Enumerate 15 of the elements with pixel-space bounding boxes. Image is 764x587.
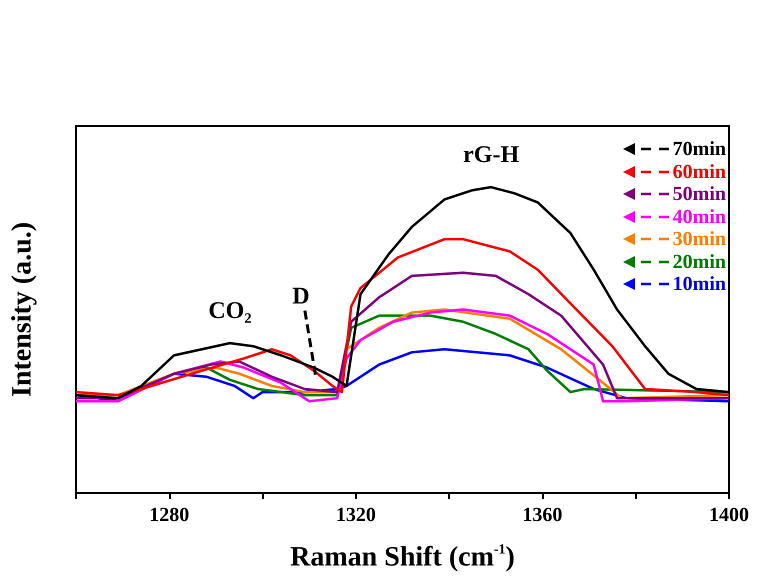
legend-label: 60min [672, 160, 726, 183]
legend-label: 30min [672, 228, 726, 250]
annotation: CO₂ [208, 298, 252, 324]
x-tick-label: 1320 [336, 504, 376, 526]
legend-label: 50min [672, 183, 726, 206]
legend-label: 40min [672, 206, 726, 228]
legend-label: 10min [672, 273, 726, 296]
x-tick-label: 1280 [149, 504, 190, 526]
legend-label: 70min [672, 138, 726, 160]
legend-label: 20min [672, 250, 726, 273]
y-axis-title: Intensity (a.u.) [6, 222, 38, 398]
x-tick-label: 1400 [709, 504, 749, 526]
annotation: D [292, 284, 310, 310]
x-tick-label: 1360 [522, 504, 562, 526]
annotation: rG-H [463, 142, 520, 168]
